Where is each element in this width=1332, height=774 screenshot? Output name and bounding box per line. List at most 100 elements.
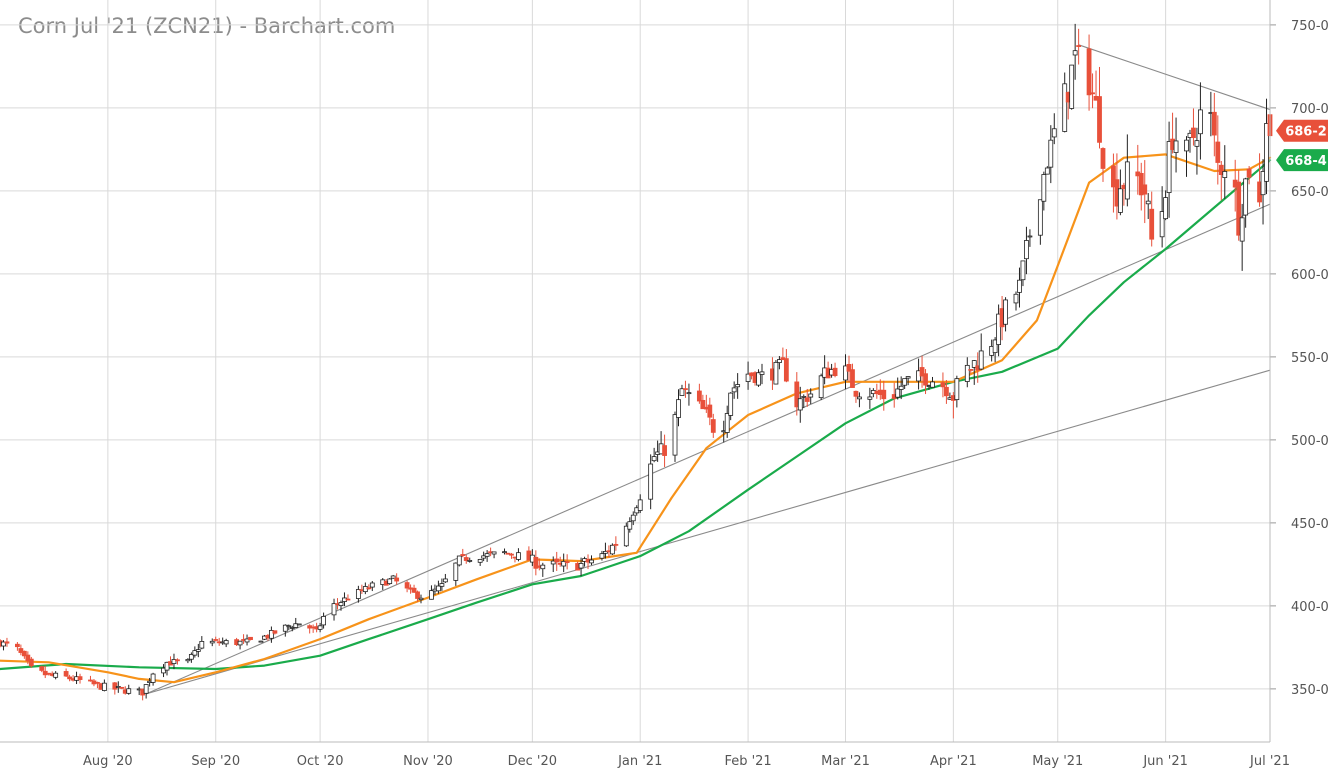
trendline [145, 369, 1271, 695]
candle-body [895, 388, 901, 398]
candle-body [394, 577, 400, 582]
candle-body [776, 359, 782, 363]
candle-body [1215, 141, 1221, 163]
candle-body [282, 624, 288, 632]
candle-body [467, 560, 473, 562]
candle-body [867, 396, 873, 400]
candle-body [683, 388, 688, 391]
candle-body [1239, 217, 1245, 242]
candle-body [540, 564, 546, 570]
candle-body [843, 365, 848, 381]
candle-body [1090, 92, 1095, 95]
candle-body [463, 557, 469, 561]
y-tick-label: 600-0 [1291, 268, 1329, 283]
candle-body [676, 399, 681, 418]
candle-body [185, 659, 191, 662]
y-tick-label: 500-0 [1291, 434, 1329, 449]
candle-body [484, 553, 490, 557]
candle-body [112, 682, 118, 690]
candle-body [1173, 140, 1179, 153]
candle-body [578, 563, 584, 569]
candle-body [209, 640, 215, 644]
candle-body [919, 367, 925, 377]
candle-body [783, 358, 789, 382]
candle-body [599, 553, 605, 559]
moving-average-slow-line [0, 159, 1272, 671]
candle-body [1027, 235, 1033, 238]
candle-body [453, 562, 459, 581]
candle-body [940, 382, 946, 388]
candle-body [662, 445, 667, 456]
y-tick-label: 700-0 [1291, 102, 1329, 117]
x-tick-label: Nov '20 [403, 754, 453, 769]
candle-body [637, 499, 643, 511]
candle-body [759, 371, 765, 375]
candle-body [1051, 128, 1057, 138]
candle-body [171, 659, 177, 664]
candle-body [550, 560, 556, 565]
candle-body [418, 597, 424, 601]
candle-body [77, 676, 83, 680]
candle-body [491, 551, 497, 555]
candle-body [1024, 240, 1029, 260]
candle-body [244, 638, 250, 643]
candle-body [1072, 50, 1078, 56]
candle-body [968, 369, 974, 371]
price-tag-label: 668-4 [1285, 154, 1327, 169]
candle-body [442, 578, 448, 583]
candle-body [832, 367, 838, 377]
x-tick-label: Feb '21 [724, 754, 771, 769]
chart-title: Corn Jul '21 (ZCN21) - Barchart.com [18, 14, 396, 38]
candle-body [366, 587, 372, 590]
candle-body [630, 514, 636, 522]
candle-body [4, 641, 10, 644]
candlesticks [0, 23, 1273, 701]
candle-body [272, 630, 278, 634]
candle-body [345, 598, 351, 601]
candle-body [797, 398, 803, 411]
candle-body [724, 413, 730, 433]
x-tick-label: Aug '20 [83, 754, 133, 769]
candle-body [1138, 173, 1144, 196]
candle-body [1211, 111, 1217, 136]
candle-body [672, 414, 678, 456]
candle-body [289, 627, 295, 629]
candle-body [686, 392, 692, 395]
y-tick-label: 750-0 [1291, 19, 1329, 34]
candle-body [930, 381, 935, 388]
candle-body [143, 684, 149, 694]
candle-body [1222, 171, 1228, 178]
candle-body [1243, 178, 1249, 216]
trendline [145, 203, 1271, 695]
candle-body [700, 399, 706, 410]
candle-body [439, 583, 445, 587]
candle-body [175, 659, 180, 662]
candle-body [1145, 200, 1151, 205]
candle-body [1198, 109, 1203, 135]
candle-body [773, 361, 779, 385]
candle-body [119, 686, 125, 689]
candle-body [1218, 164, 1224, 176]
candle-body [126, 688, 132, 694]
candle-body [1260, 171, 1266, 196]
candle-body [28, 658, 34, 667]
candle-body [369, 582, 375, 588]
candle-body [63, 671, 69, 677]
y-tick-label: 400-0 [1291, 600, 1329, 615]
candle-body [18, 648, 24, 653]
candle-body [390, 575, 396, 579]
candle-body [1048, 139, 1054, 168]
candle-body [161, 667, 166, 674]
candle-body [460, 554, 466, 556]
candle-body [293, 623, 299, 628]
candle-body [564, 561, 570, 564]
candle-body [801, 396, 807, 398]
price-tag-label: 686-2 [1285, 125, 1327, 140]
candle-body [554, 558, 560, 563]
candle-body [1020, 260, 1026, 281]
candle-body [710, 419, 716, 433]
candle-body [679, 388, 685, 396]
x-tick-label: May '21 [1032, 754, 1083, 769]
candle-body [456, 555, 462, 566]
grid [0, 0, 1271, 742]
